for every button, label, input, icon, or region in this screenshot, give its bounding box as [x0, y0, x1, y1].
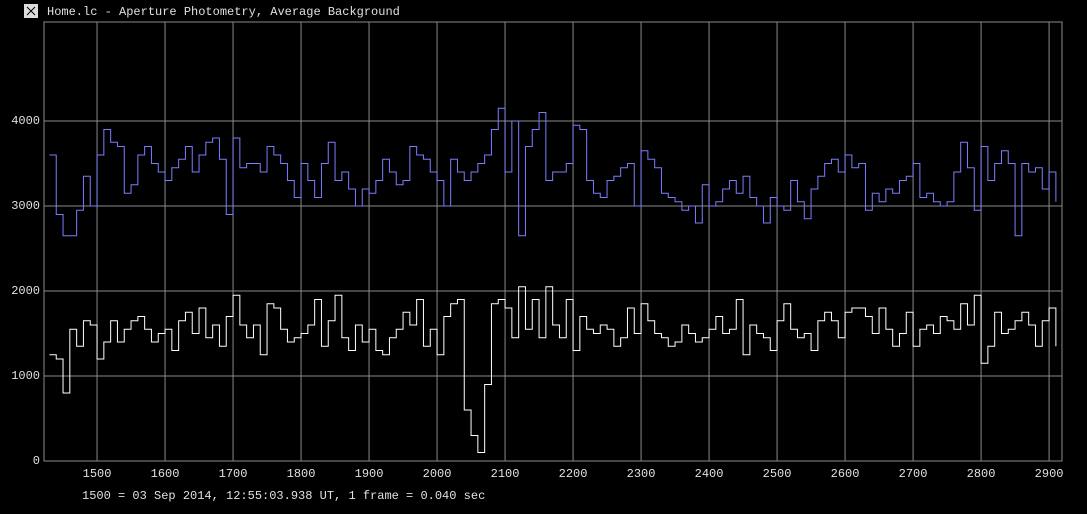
y-tick-label: 1000 [11, 369, 40, 383]
x-tick-label: 2800 [967, 467, 996, 481]
data-line [49, 107, 1057, 237]
y-tick-label: 3000 [11, 199, 40, 213]
x-tick-label: 2000 [423, 467, 452, 481]
y-tick-label: 4000 [11, 114, 40, 128]
x-tick-label: 2200 [559, 467, 588, 481]
footnote: 1500 = 03 Sep 2014, 12:55:03.938 UT, 1 f… [82, 489, 485, 503]
x-tick-label: 1900 [355, 467, 384, 481]
window-title: Home.lc - Aperture Photometry, Average B… [47, 5, 400, 19]
x-tick-label: 1600 [151, 467, 180, 481]
x-tick-label: 1500 [83, 467, 112, 481]
y-tick-label: 0 [33, 454, 40, 468]
x-tick-label: 1800 [287, 467, 316, 481]
app-icon-glyph [26, 6, 36, 16]
y-tick-label: 2000 [11, 284, 40, 298]
data-line [49, 286, 1057, 453]
x-tick-label: 2400 [695, 467, 724, 481]
x-tick-label: 2300 [627, 467, 656, 481]
x-tick-label: 2900 [1035, 467, 1064, 481]
x-tick-label: 1700 [219, 467, 248, 481]
x-tick-label: 2700 [899, 467, 928, 481]
x-tick-label: 2500 [763, 467, 792, 481]
x-tick-label: 2600 [831, 467, 860, 481]
x-tick-label: 2100 [491, 467, 520, 481]
